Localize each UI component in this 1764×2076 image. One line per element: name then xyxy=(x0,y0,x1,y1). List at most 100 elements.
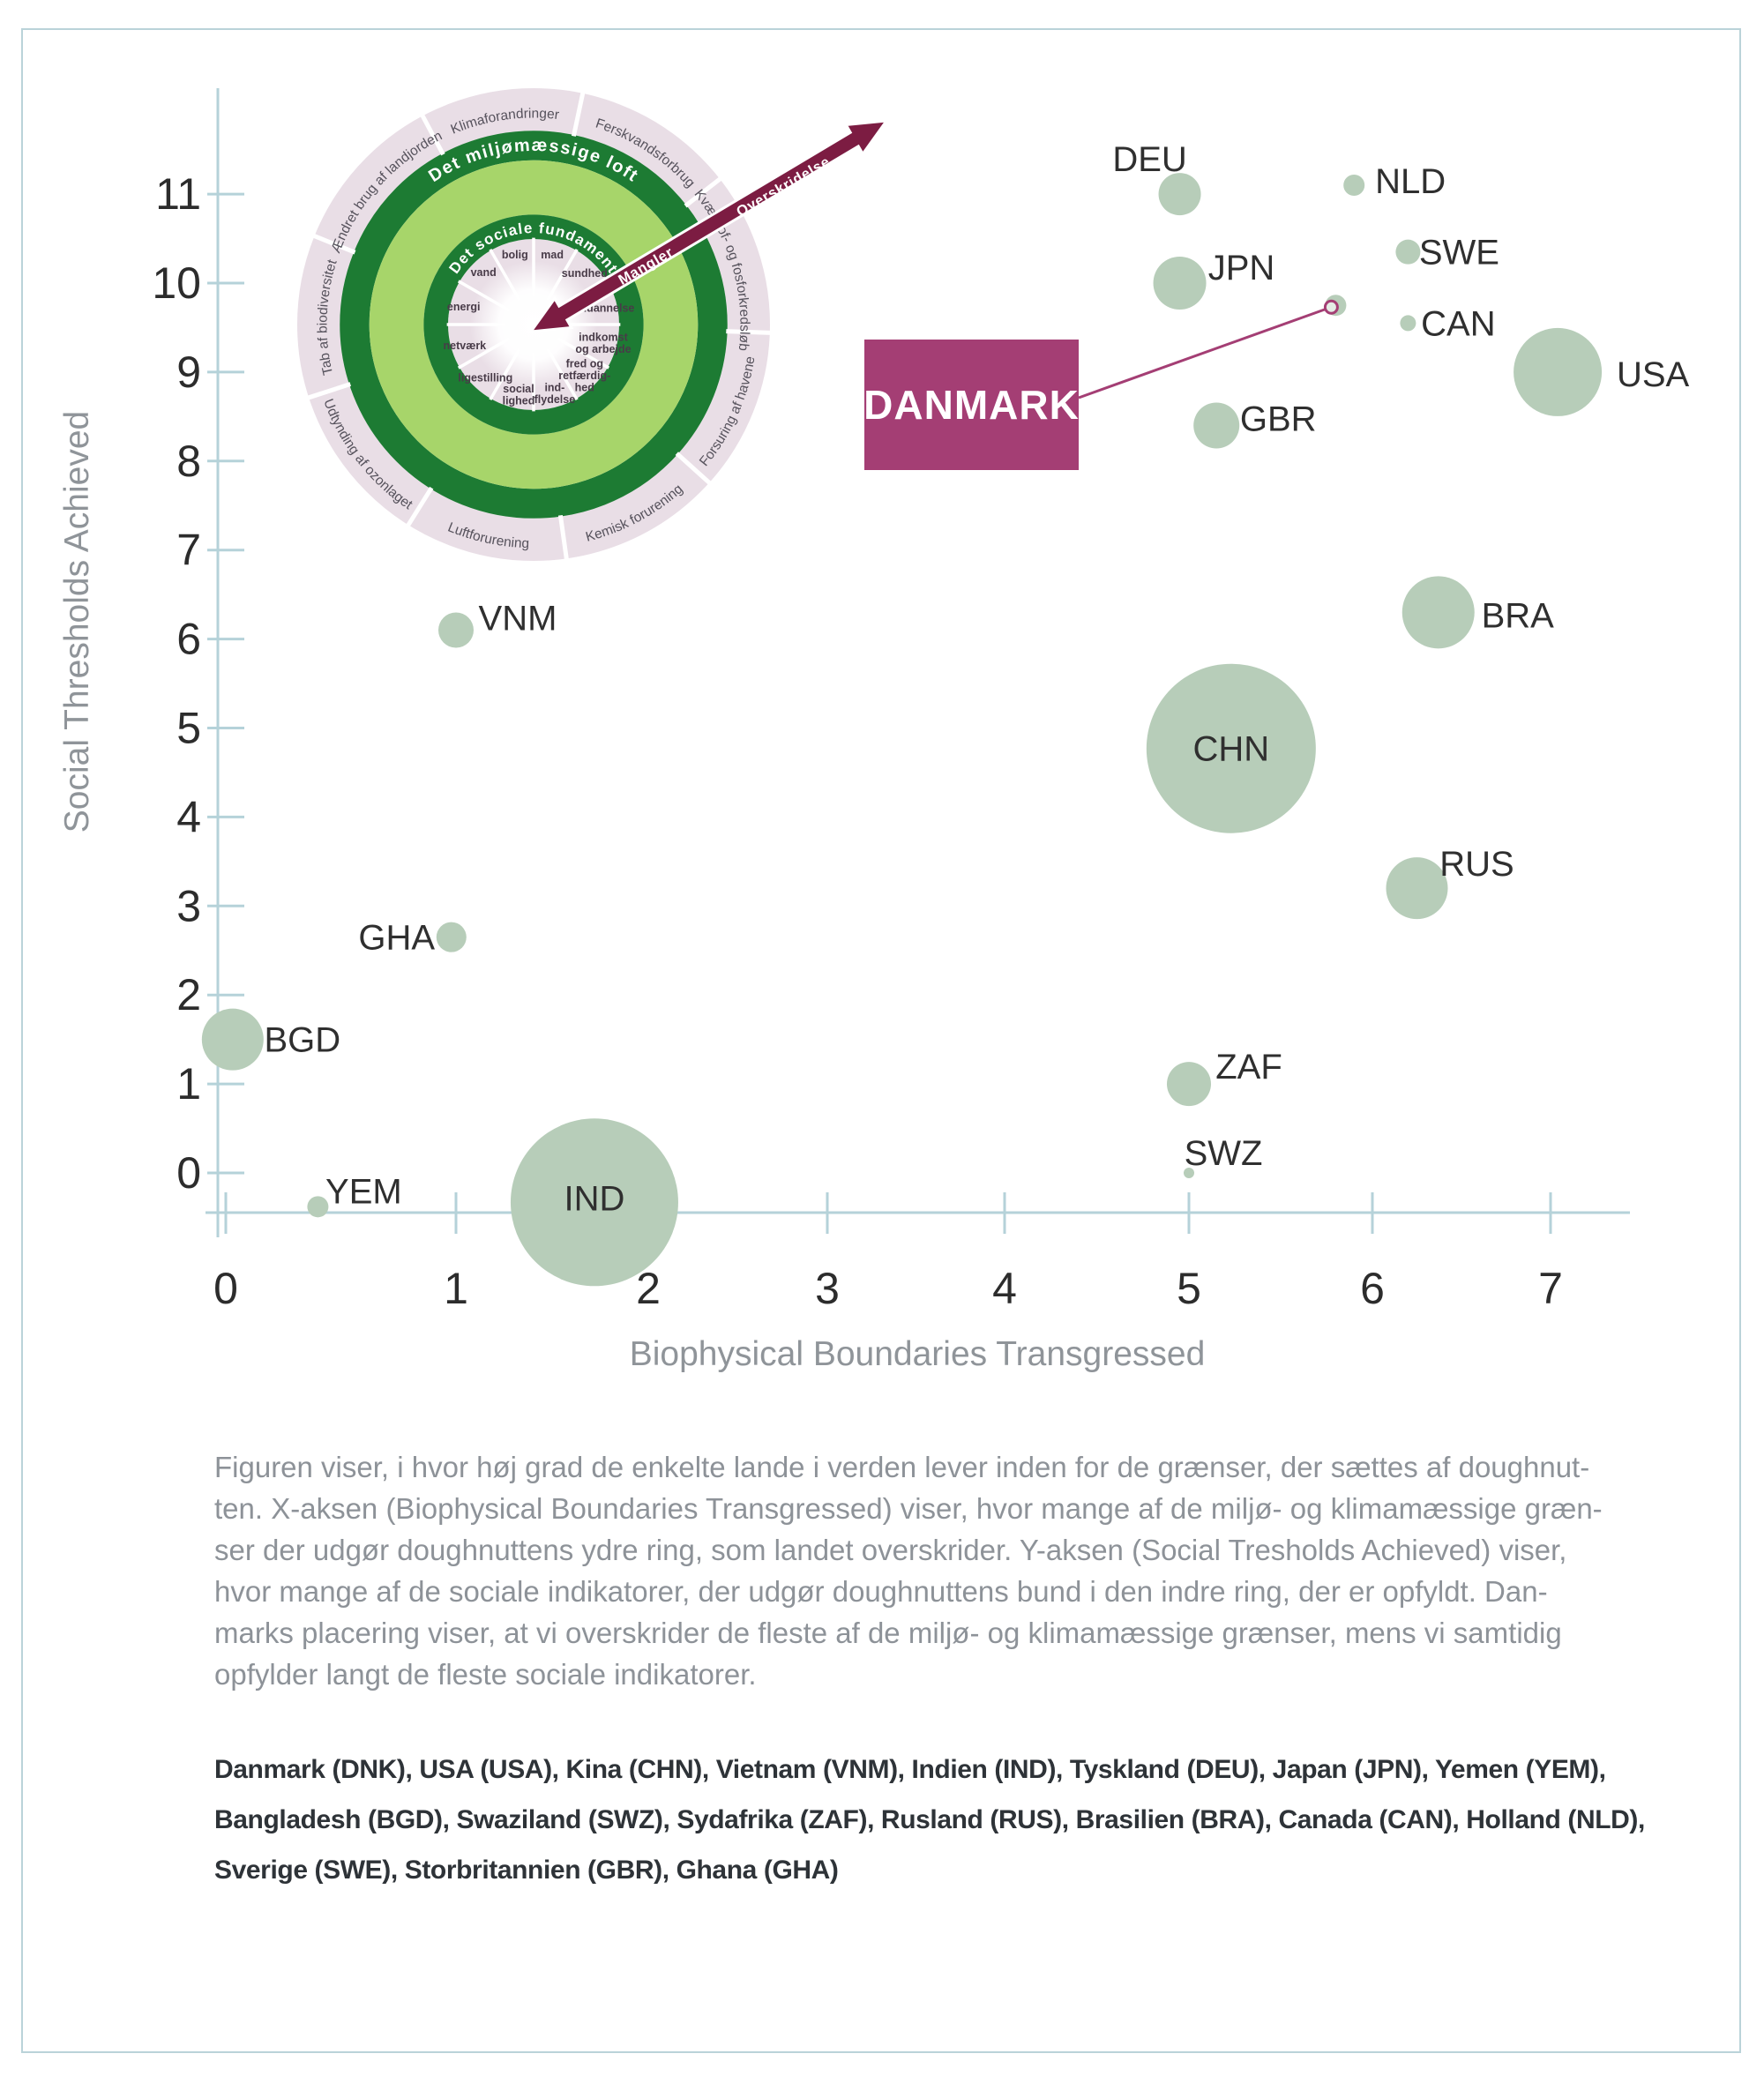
bubble-label-NLD: NLD xyxy=(1375,162,1446,201)
caption-line: ten. X-aksen (Biophysical Boundaries Tra… xyxy=(214,1492,1603,1525)
bubble-label-CHN: CHN xyxy=(1193,730,1270,769)
outer-segment-divider xyxy=(307,382,352,400)
caption-line: opfylder langt de fleste sociale indikat… xyxy=(214,1658,757,1691)
callout-marker xyxy=(1323,299,1339,315)
doughnut-center-glow xyxy=(469,260,598,389)
y-tick-label: 3 xyxy=(176,881,201,930)
bubble-label-SWZ: SWZ xyxy=(1185,1134,1263,1173)
outer-segment-divider xyxy=(557,514,569,560)
y-tick-label: 5 xyxy=(176,704,201,753)
bubble-NLD xyxy=(1343,175,1365,197)
bubble-label-DEU: DEU xyxy=(1112,140,1186,179)
callout-box xyxy=(864,340,1079,470)
bubble-label-RUS: RUS xyxy=(1439,845,1514,884)
y-tick-label: 11 xyxy=(155,169,201,219)
doughnut-env-ceiling-ring xyxy=(340,131,728,519)
x-tick-label: 6 xyxy=(1360,1264,1385,1313)
country-legend-line: Sverige (SWE), Storbritannien (GBR), Gha… xyxy=(214,1856,839,1885)
bubble-VNM xyxy=(438,612,474,648)
doughnut-safe-space-ring xyxy=(369,160,699,489)
bubble-label-BGD: BGD xyxy=(264,1021,340,1060)
inner-segment-label: fred og xyxy=(566,357,603,370)
y-tick-label: 10 xyxy=(152,258,201,308)
bubble-label-BRA: BRA xyxy=(1482,596,1555,635)
figure-border xyxy=(21,28,1741,2053)
shortfall-overshoot-arrow xyxy=(527,119,890,333)
inner-segment-label: netværk xyxy=(444,340,487,352)
bubble-RUS xyxy=(1386,857,1448,920)
outer-segment-divider xyxy=(420,114,445,156)
caption-line: Figuren viser, i hvor høj grad de enkelt… xyxy=(214,1451,1590,1483)
bubble-JPN xyxy=(1153,257,1207,310)
x-tick-label: 3 xyxy=(815,1264,840,1313)
y-tick-label: 7 xyxy=(176,526,201,575)
inner-segment-label: vand xyxy=(471,266,497,279)
outer-segment-divider xyxy=(675,452,712,485)
x-tick-label: 1 xyxy=(444,1264,468,1313)
bubble-label-CAN: CAN xyxy=(1421,304,1495,343)
bubble-DEU xyxy=(1158,173,1201,216)
country-legend-line: Danmark (DNK), USA (USA), Kina (CHN), Vi… xyxy=(214,1755,1606,1784)
bubble-GBR xyxy=(1193,402,1240,449)
bubble-GHA xyxy=(436,922,467,952)
outer-segment-divider xyxy=(571,92,586,137)
inner-segment-label: energi xyxy=(447,301,481,313)
bubble-BGD xyxy=(201,1008,264,1071)
y-tick-label: 4 xyxy=(176,792,201,841)
bubble-label-ZAF: ZAF xyxy=(1215,1048,1282,1087)
x-tick-label: 0 xyxy=(213,1264,238,1313)
bubble-label-IND: IND xyxy=(564,1179,625,1218)
bubble-USA xyxy=(1514,327,1603,416)
y-tick-label: 2 xyxy=(176,970,201,1019)
bubble-BRA xyxy=(1401,576,1475,649)
x-tick-label: 4 xyxy=(992,1264,1017,1313)
inner-segment-label: ligestilling xyxy=(458,372,512,385)
bubble-label-SWE: SWE xyxy=(1419,234,1499,273)
y-tick-label: 6 xyxy=(176,615,201,664)
country-legend: Danmark (DNK), USA (USA), Kina (CHN), Vi… xyxy=(214,1744,1670,1895)
inner-segment-label: og arbejde xyxy=(575,343,631,355)
inner-segment-label: lighed xyxy=(503,395,535,407)
outer-segment-divider xyxy=(312,233,356,255)
y-axis-title: Social Thresholds Achieved xyxy=(58,411,96,833)
outer-segment-divider xyxy=(406,486,434,527)
bubble-label-VNM: VNM xyxy=(479,600,557,638)
outer-segment-divider xyxy=(684,176,722,208)
inner-segment-label: mad xyxy=(541,249,564,261)
arrow-label-overskridelse: Overskridelse xyxy=(734,153,833,220)
y-tick-label: 9 xyxy=(176,347,201,397)
figure-caption: Figuren viser, i hvor høj grad de enkelt… xyxy=(214,1446,1626,1695)
y-tick-label: 1 xyxy=(176,1059,201,1109)
y-tick-label: 0 xyxy=(176,1148,201,1198)
inner-segment-label: flydelse xyxy=(534,393,576,406)
bubble-SWE xyxy=(1395,239,1421,265)
x-axis-title: Biophysical Boundaries Transgressed xyxy=(630,1335,1206,1373)
inner-segment-label: ind- xyxy=(544,381,564,393)
bubble-label-JPN: JPN xyxy=(1208,249,1275,288)
doughnut-outer-ring xyxy=(296,87,771,562)
inner-segment-label: social xyxy=(503,383,534,395)
bubble-IND xyxy=(510,1118,678,1287)
bubble-label-GHA: GHA xyxy=(358,919,435,958)
outer-segment-divider xyxy=(726,329,771,335)
doughnut-social-ring xyxy=(423,214,644,435)
bubble-CAN xyxy=(1400,315,1416,332)
bubble-label-USA: USA xyxy=(1617,355,1690,394)
inner-segment-label: retfærdig- xyxy=(558,370,610,382)
inner-segment-label: bolig xyxy=(502,249,528,261)
caption-line: marks placering viser, at vi overskrider… xyxy=(214,1617,1562,1649)
callout-line xyxy=(1078,305,1332,400)
x-tick-label: 7 xyxy=(1538,1264,1563,1313)
bubble-CHN xyxy=(1146,663,1316,833)
bubble-YEM xyxy=(307,1196,329,1218)
y-tick-label: 8 xyxy=(176,437,201,486)
inner-segment-label: indkomst xyxy=(579,331,628,343)
x-tick-label: 5 xyxy=(1177,1264,1201,1313)
caption-line: hvor mange af de sociale indikatorer, de… xyxy=(214,1575,1548,1608)
inner-segment-label: sundhed xyxy=(562,267,608,280)
inner-segment-label: hed xyxy=(575,381,594,393)
bubble-label-YEM: YEM xyxy=(325,1172,402,1211)
